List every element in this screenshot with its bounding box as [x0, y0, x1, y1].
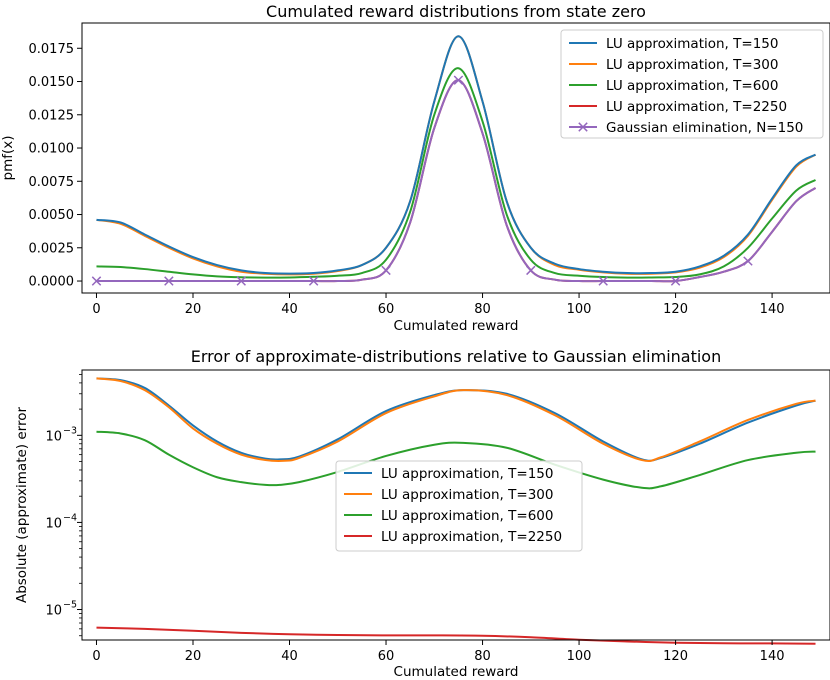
pmf-legend-label: Gaussian elimination, N=150 — [606, 120, 803, 136]
error-legend-label: LU approximation, T=300 — [381, 487, 553, 503]
pmf-x-tick-label: 100 — [567, 302, 592, 317]
pmf-x-ticks: 0 20 40 60 80 100 120 140 — [92, 293, 785, 317]
gaussian-x-marker — [381, 265, 391, 276]
pmf-y-tick-label: 0.0100 — [29, 142, 75, 157]
error-x-tick-label: 60 — [378, 649, 395, 664]
pmf-x-tick-label: 120 — [663, 302, 688, 317]
pmf-x-tick-label: 20 — [185, 302, 202, 317]
pmf-legend: LU approximation, T=150 LU approximation,… — [560, 29, 824, 139]
pmf-y-tick-label: 0.0050 — [29, 208, 75, 223]
pmf-x-axis-label: Cumulated reward — [394, 318, 519, 334]
pmf-y-tick-label: 0.0150 — [29, 75, 75, 90]
pmf-y-ticks: 0.0000 0.0025 0.0050 0.0075 0.0100 0.0125 0.01… — [29, 42, 82, 290]
pmf-chart-title: Cumulated reward distributions from stat… — [266, 2, 646, 21]
gaussian-markers — [91, 75, 753, 286]
pmf-legend-label: LU approximation, T=2250 — [606, 99, 787, 115]
error-x-tick-label: 0 — [92, 649, 100, 664]
pmf-x-tick-label: 40 — [281, 302, 298, 317]
error-legend-item: LU approximation, T=150 — [344, 466, 553, 482]
gaussian-x-marker — [670, 276, 681, 286]
pmf-y-tick-label: 0.0175 — [29, 42, 75, 57]
pmf-legend-item: LU approximation, T=150 — [569, 36, 778, 52]
error-plot-frame — [81, 369, 830, 641]
error-x-tick-label: 20 — [185, 649, 202, 664]
error-y-tick-exponent: −3 — [63, 425, 77, 436]
error-x-axis-label: Cumulated reward — [394, 664, 519, 680]
error-y-tick-label: 10 — [45, 604, 62, 619]
error-legend-label: LU approximation, T=2250 — [381, 529, 562, 545]
error-series-line-4 — [96, 626, 816, 645]
error-y-tick-exponent: −5 — [63, 600, 77, 611]
error-x-tick-label: 140 — [760, 649, 785, 664]
pmf-legend-item: LU approximation, T=600 — [569, 78, 778, 94]
error-series-line-3 — [96, 430, 816, 490]
error-y-tick-label: 10 — [45, 429, 62, 444]
pmf-legend-box — [560, 29, 824, 139]
pmf-legend-label: LU approximation, T=600 — [606, 78, 778, 94]
error-legend-item: LU approximation, T=600 — [344, 508, 553, 524]
error-chart: Error of approximate-distributions relat… — [14, 347, 830, 680]
gaussian-x-marker — [236, 276, 246, 286]
pmf-legend-item: LU approximation, T=2250 — [569, 99, 787, 115]
error-series-group — [96, 377, 816, 645]
error-legend-box — [335, 460, 583, 552]
pmf-legend-label: LU approximation, T=300 — [606, 57, 778, 73]
pmf-x-tick-label: 0 — [92, 302, 100, 317]
pmf-x-tick-label: 140 — [760, 302, 785, 317]
pmf-plot-frame — [81, 22, 830, 294]
gaussian-x-marker — [598, 276, 608, 286]
gaussian-x-marker — [91, 276, 102, 286]
pmf-series-line-1 — [96, 35, 817, 275]
gaussian-x-marker — [308, 276, 319, 286]
error-x-tick-label: 80 — [474, 649, 491, 664]
pmf-chart: Cumulated reward distributions from stat… — [0, 2, 830, 334]
error-y-tick-label: 10 — [45, 516, 62, 531]
error-x-tick-label: 100 — [567, 649, 592, 664]
error-legend: LU approximation, T=150 LU approximation,… — [335, 460, 583, 552]
error-chart-title: Error of approximate-distributions relat… — [191, 347, 721, 366]
error-x-tick-label: 120 — [663, 649, 688, 664]
error-legend-label: LU approximation, T=600 — [381, 508, 553, 524]
pmf-legend-item: Gaussian elimination, N=150 — [569, 120, 803, 136]
pmf-x-tick-label: 60 — [378, 302, 395, 317]
gaussian-x-marker — [164, 276, 174, 286]
pmf-legend-label: LU approximation, T=150 — [606, 36, 778, 52]
pmf-y-tick-label: 0.0000 — [29, 275, 75, 290]
pmf-x-tick-label: 80 — [474, 302, 491, 317]
error-y-tick-exponent: −4 — [63, 512, 77, 523]
error-legend-label: LU approximation, T=150 — [381, 466, 553, 482]
gaussian-x-marker — [743, 256, 753, 266]
error-series-line-2 — [96, 377, 816, 463]
pmf-y-tick-label: 0.0025 — [29, 241, 75, 256]
error-x-ticks: 0 20 40 60 80 100 120 140 — [92, 640, 785, 664]
pmf-y-axis-label: pmf(x) — [0, 136, 16, 181]
error-y-axis-label: Absolute (approximate) error — [14, 407, 30, 604]
pmf-y-tick-label: 0.0075 — [29, 175, 75, 190]
pmf-series-line-3 — [96, 67, 817, 279]
pmf-y-tick-label: 0.0125 — [29, 108, 75, 123]
error-legend-item: LU approximation, T=300 — [344, 487, 553, 503]
error-legend-item: LU approximation, T=2250 — [344, 529, 562, 545]
error-y-ticks: 10−510−410−3 — [45, 374, 82, 637]
pmf-legend-item: LU approximation, T=300 — [569, 57, 778, 73]
error-series-line-1 — [96, 377, 816, 462]
error-x-tick-label: 40 — [281, 649, 298, 664]
gaussian-x-marker — [453, 75, 464, 85]
gaussian-x-marker — [526, 265, 536, 276]
